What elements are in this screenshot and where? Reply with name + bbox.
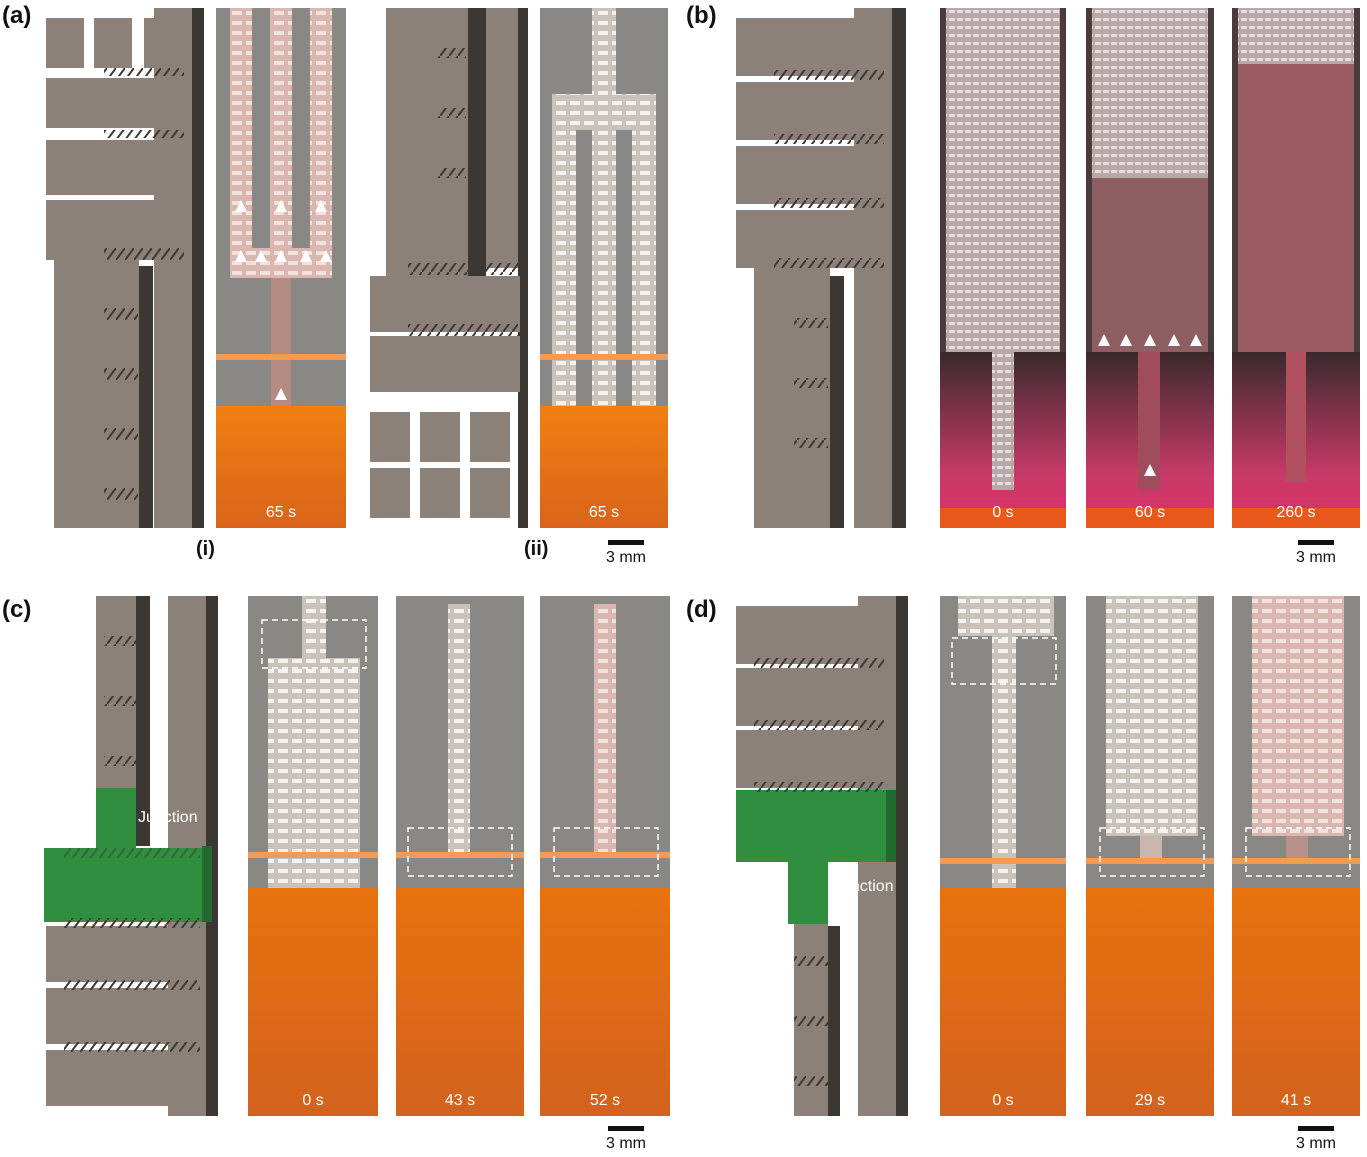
photo-a-i: 65 s [216, 8, 346, 528]
sublabel-i: (i) [196, 538, 215, 560]
cad-model-d: Junction [734, 596, 910, 1116]
timestamp-d-3: 41 s [1280, 1092, 1312, 1109]
sublabel-ii: (ii) [524, 538, 549, 560]
scale-bar-a: 3 mm [594, 540, 658, 567]
photo-b-1: 0 s [940, 8, 1066, 528]
cad-model-b [734, 8, 906, 528]
timestamp-c-1: 0 s [302, 1092, 324, 1109]
photo-d-3: 41 s [1232, 596, 1360, 1116]
timestamp-c-2: 43 s [444, 1092, 476, 1109]
cad-model-c: Junction [44, 596, 220, 1116]
scale-bar-c: 3 mm [594, 1126, 658, 1153]
panel-b-label: (b) [686, 2, 717, 29]
timestamp-c-3: 52 s [589, 1092, 621, 1109]
photo-c-1: 0 s [248, 596, 378, 1116]
timestamp-a-i: 65 s [265, 504, 297, 521]
photo-d-1: 0 s [940, 596, 1066, 1116]
timestamp-d-2: 29 s [1134, 1092, 1166, 1109]
photo-b-2: 60 s [1086, 8, 1214, 528]
photo-c-3: 52 s [540, 596, 670, 1116]
scale-bar-d: 3 mm [1284, 1126, 1348, 1153]
timestamp-a-ii: 65 s [588, 504, 620, 521]
timestamp-b-1: 0 s [992, 504, 1014, 521]
photo-b-3: 260 s [1232, 8, 1360, 528]
photo-c-2: 43 s [396, 596, 524, 1116]
photo-a-ii: 65 s [540, 8, 668, 528]
photo-d-2: 29 s [1086, 596, 1214, 1116]
panel-c-label: (c) [2, 596, 32, 623]
junction-label-d: Junction [834, 878, 894, 895]
junction-label-c: Junction [138, 809, 198, 826]
scale-bar-b: 3 mm [1284, 540, 1348, 567]
timestamp-d-1: 0 s [992, 1092, 1014, 1109]
panel-a-label: (a) [2, 2, 32, 29]
panel-d-label: (d) [686, 596, 717, 623]
timestamp-b-2: 60 s [1134, 504, 1166, 521]
cad-model-a-ii [368, 8, 528, 528]
cad-model-a-i [44, 8, 204, 528]
timestamp-b-3: 260 s [1276, 504, 1316, 521]
